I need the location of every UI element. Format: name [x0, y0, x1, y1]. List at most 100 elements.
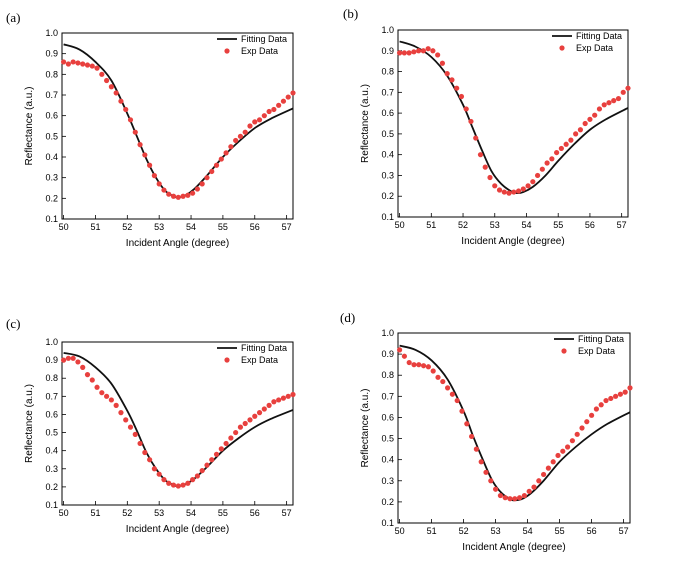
exp-data-point: [247, 123, 253, 129]
exp-data-point: [435, 52, 441, 58]
exp-data-point: [406, 359, 412, 366]
y-axis-label: Reflectance (a.u.): [360, 84, 371, 163]
exp-data-point: [209, 457, 215, 463]
legend-label-exp: Exp Data: [578, 346, 615, 356]
exp-data-point: [113, 402, 119, 408]
chart-panel-3: (c) 0.1 0.2 0.3 0.4 0.5 0.6 0.7 0.8 0.9 1.0 50 51 52 5…: [6, 316, 296, 535]
exp-data-point: [501, 189, 507, 195]
x-tick-label: 52: [458, 220, 468, 230]
exp-data-point: [185, 480, 191, 486]
exp-data-point: [285, 393, 291, 399]
y-tick-label: 0.8: [45, 373, 58, 383]
exp-data-point: [541, 471, 547, 478]
plot-frame: [397, 29, 629, 218]
exp-data-point: [161, 187, 167, 193]
exp-data-point: [520, 186, 526, 192]
exp-data-point: [560, 448, 566, 454]
x-tick-label: 51: [427, 526, 437, 536]
exp-data-point: [80, 364, 86, 370]
x-tick-label: 50: [59, 508, 69, 518]
legend-dot-swatch: [559, 45, 565, 51]
exp-data-point: [75, 359, 81, 365]
x-tick-label: 51: [90, 508, 100, 518]
y-tick-label: 0.3: [45, 173, 58, 183]
exp-data-point: [252, 413, 258, 419]
exp-data-point: [123, 106, 129, 113]
y-tick-label: 1.0: [381, 25, 394, 35]
fitting-data-line: [63, 351, 294, 488]
exp-data-point: [142, 449, 148, 456]
exp-data-point: [242, 129, 248, 135]
legend-label-fitting: Fitting Data: [576, 31, 622, 41]
exp-data-point: [549, 156, 555, 162]
exp-data-point: [170, 193, 177, 199]
exp-data-point: [464, 421, 470, 427]
exp-data-point: [137, 142, 143, 148]
legend-dot-swatch: [224, 357, 230, 363]
x-tick-label: 50: [395, 220, 405, 230]
exp-data-point: [421, 363, 427, 369]
exp-data-point: [468, 118, 474, 125]
exp-data-point: [161, 477, 167, 483]
y-tick-label: 0.8: [381, 67, 394, 77]
x-tick-label: 52: [122, 508, 132, 518]
exp-data-point: [60, 357, 67, 363]
x-tick-label: 54: [186, 222, 196, 232]
exp-data-point: [113, 90, 119, 96]
exp-data-point: [118, 410, 124, 416]
exp-data-point: [617, 391, 624, 397]
exp-data-point: [463, 106, 469, 112]
exp-data-point: [401, 353, 407, 359]
exp-data-point: [608, 395, 614, 402]
x-axis-label: Incident Angle (degree): [126, 524, 229, 535]
y-tick-label: 0.7: [381, 87, 394, 97]
exp-data-point: [166, 191, 172, 197]
exp-data-point: [397, 347, 403, 353]
y-tick-label: 1.0: [381, 328, 394, 338]
panel-label: (a): [6, 10, 20, 25]
x-axis-label: Incident Angle (degree): [461, 236, 564, 247]
x-tick-label: 53: [490, 220, 500, 230]
x-axis-label: Incident Angle (degree): [126, 238, 229, 249]
exp-data-point: [180, 193, 186, 199]
exp-data-point: [228, 144, 234, 150]
exp-data-point: [430, 48, 436, 54]
exp-data-point: [536, 478, 542, 484]
x-tick-label: 53: [154, 222, 164, 232]
exp-data-point: [416, 362, 422, 368]
exp-data-point: [526, 488, 532, 494]
exp-data-point: [280, 395, 287, 401]
exp-data-point: [555, 452, 561, 459]
exp-data-point: [579, 425, 585, 431]
y-tick-label: 0.9: [381, 46, 394, 56]
exp-data-point: [539, 166, 545, 172]
chart-panel-4: (d) 0.1 0.2 0.3 0.4 0.5 0.6 0.7 0.8 0.9 1.0 50 51 52 5…: [340, 310, 633, 553]
legend-label-exp: Exp Data: [241, 46, 278, 56]
exp-data-point: [285, 94, 291, 100]
exp-data-point: [276, 102, 282, 108]
y-tick-label: 0.4: [381, 455, 394, 465]
exp-data-point: [420, 48, 426, 54]
y-tick-label: 0.6: [381, 412, 394, 422]
exp-data-point: [132, 431, 138, 437]
exp-data-point: [137, 440, 143, 447]
exp-data-point: [493, 486, 499, 492]
exp-data-point: [440, 378, 446, 385]
exp-data-point: [199, 181, 205, 187]
exp-data-point: [574, 431, 580, 437]
panel-label: (d): [340, 310, 355, 325]
exp-data-point: [573, 131, 579, 137]
exp-data-point: [80, 61, 86, 67]
y-tick-label: 0.4: [381, 150, 394, 160]
exp-data-point: [233, 429, 239, 436]
exp-data-point: [190, 190, 196, 196]
exp-data-point: [497, 492, 503, 499]
x-tick-label: 56: [250, 222, 260, 232]
exp-data-point: [496, 187, 503, 193]
x-tick-label: 54: [523, 526, 533, 536]
exp-data-point: [242, 420, 248, 427]
exp-data-point: [108, 397, 114, 403]
y-tick-label: 0.1: [45, 214, 58, 224]
exp-data-point: [123, 417, 129, 423]
plot-frame: [397, 332, 631, 524]
